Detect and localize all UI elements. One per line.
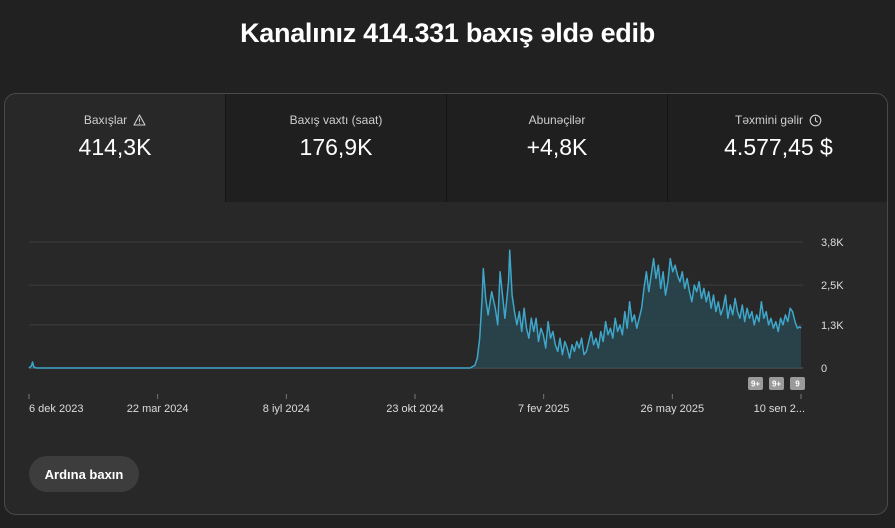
x-tick-label: 10 sen 2...	[754, 403, 805, 415]
x-tick-label: 23 okt 2024	[386, 403, 444, 415]
y-tick-label: 2,5K	[821, 280, 844, 292]
metric-value: +4,8K	[526, 134, 588, 160]
metric-label: Abunəçilər	[528, 113, 586, 127]
y-tick-label: 3,8K	[821, 237, 844, 249]
views-line	[28, 249, 802, 369]
clock-icon[interactable]	[809, 114, 822, 127]
metric-value: 176,9K	[299, 134, 373, 160]
annotation-badge[interactable]: 9	[790, 377, 805, 390]
page-headline: Kanalınız 414.331 baxış əldə edib	[240, 18, 655, 48]
analytics-card: Baxışlar 414,3K Baxış vaxtı (saat) 176,9…	[4, 93, 888, 515]
metric-tab-revenue[interactable]: Təxmini gəlir 4.577,45 $	[668, 94, 887, 202]
metric-label: Baxışlar	[83, 113, 128, 127]
x-tick-label: 8 iyl 2024	[263, 403, 310, 415]
x-tick-label: 7 fev 2025	[518, 403, 569, 415]
x-tick-label: 6 dek 2023	[29, 403, 83, 415]
x-tick-label: 22 mar 2024	[127, 403, 189, 415]
y-tick-label: 0	[821, 363, 827, 375]
metric-value: 414,3K	[78, 134, 152, 160]
annotation-badge-label: 9	[795, 380, 800, 389]
metrics-row: Baxışlar 414,3K Baxış vaxtı (saat) 176,9…	[5, 94, 887, 202]
metric-tab-views[interactable]: Baxışlar 414,3K	[5, 94, 226, 202]
annotation-badge[interactable]: 9+	[748, 377, 763, 390]
metric-label: Baxış vaxtı (saat)	[289, 113, 383, 127]
y-tick-label: 1,3K	[821, 320, 844, 332]
see-more-button[interactable]: Ardına baxın	[29, 456, 139, 492]
views-area	[29, 250, 801, 368]
x-tick-label: 26 may 2025	[641, 403, 705, 415]
annotation-badge[interactable]: 9+	[769, 377, 784, 390]
metric-value: 4.577,45 $	[724, 134, 833, 160]
metric-label: Təxmini gəlir	[734, 113, 803, 127]
warning-icon[interactable]	[133, 114, 146, 126]
views-chart: 0 1,3K 2,5K 3,8K 6 dek 2023 22 mar 2024 8 iyl…	[28, 237, 844, 415]
annotation-badge-label: 9+	[751, 380, 760, 389]
metric-tab-watch-time[interactable]: Baxış vaxtı (saat) 176,9K	[226, 94, 447, 202]
metric-tab-subscribers[interactable]: Abunəçilər +4,8K	[447, 94, 668, 202]
annotation-badge-label: 9+	[772, 380, 781, 389]
